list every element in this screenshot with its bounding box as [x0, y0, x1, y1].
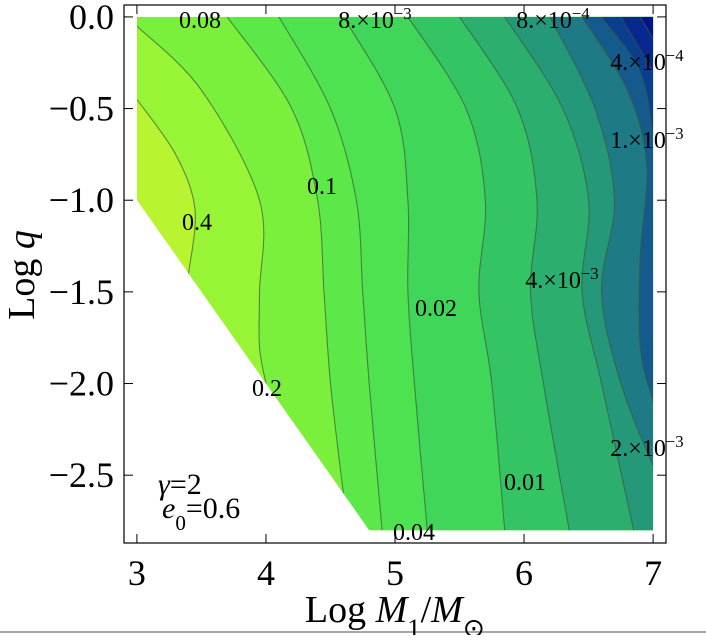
text-part: e [162, 492, 175, 525]
text-part: 0 [175, 511, 186, 535]
text-part: M [430, 589, 465, 631]
x-tick-label: 4 [257, 553, 275, 593]
y-tick-label: 0.0 [69, 0, 114, 37]
contour-label: 0.2 [252, 376, 282, 402]
contour-label: 0.01 [504, 470, 546, 496]
text-part: 1.×10 [610, 128, 666, 154]
contour-line [278, 16, 383, 531]
contour-label: 0.4 [182, 210, 212, 236]
text-part: −4 [572, 4, 590, 23]
text-part: 0.4 [182, 210, 212, 236]
annotation: γ=2 [158, 468, 202, 501]
contour-label: 2.×10−3 [610, 432, 683, 463]
text-part: 0.04 [393, 520, 435, 546]
contour-label: 4.×10−3 [525, 264, 598, 295]
contour-line [459, 16, 570, 531]
contour-label: 0.02 [415, 296, 457, 322]
contour-line [136, 25, 267, 384]
contour-label: 1.×10−3 [610, 124, 683, 155]
contour-line [620, 16, 654, 73]
contour-label: 8.×10−4 [516, 4, 590, 35]
x-tick-label: 3 [128, 553, 146, 593]
text-part: 0.01 [504, 470, 546, 496]
y-tick-label: −2.5 [49, 455, 114, 495]
contour-label: 0.04 [393, 520, 435, 546]
text-part: −3 [581, 264, 599, 283]
contour-line [581, 16, 654, 403]
x-tick-label: 6 [515, 553, 533, 593]
text-part: q [1, 230, 43, 249]
contour-label: 4.×10−4 [610, 46, 684, 77]
text-part: −3 [666, 124, 684, 143]
y-tick-label: −2.0 [49, 364, 114, 404]
text-part: −3 [394, 4, 412, 23]
contour-line [639, 16, 654, 40]
text-part: 4.×10 [525, 268, 581, 294]
text-part: Log [1, 249, 43, 320]
text-part: 0.1 [307, 174, 337, 200]
text-part: / [421, 589, 432, 631]
y-tick-label: −1.5 [49, 272, 114, 312]
contour-band [549, 16, 654, 466]
contour-line [504, 16, 635, 531]
text-part: 2.×10 [610, 436, 666, 462]
text-part: 4.×10 [610, 50, 666, 76]
contour-label: 0.1 [307, 174, 337, 200]
contour-line [226, 16, 344, 494]
text-part: 1 [407, 613, 420, 635]
text-part: =0.6 [186, 492, 240, 525]
y-tick-label: −1.0 [49, 180, 114, 220]
contour-label: 0.08 [179, 8, 221, 34]
contour-lines [136, 16, 654, 531]
text-part: =2 [170, 468, 202, 501]
x-tick-label: 5 [386, 553, 404, 593]
contour-label: 8.×10−3 [338, 4, 411, 35]
text-part: 0.02 [415, 296, 457, 322]
contour-line [136, 99, 196, 274]
text-part: γ [158, 468, 171, 501]
contour-line [601, 16, 654, 137]
text-part: 0.2 [252, 376, 282, 402]
y-axis-label: Log q [1, 230, 43, 320]
text-part: −4 [666, 46, 684, 65]
text-part: 8.×10 [516, 8, 572, 34]
text-part: 8.×10 [338, 8, 394, 34]
x-tick-label: 7 [644, 553, 662, 593]
y-tick-label: −0.5 [49, 89, 114, 129]
annotation: e0=0.6 [162, 492, 240, 535]
text-part: M [375, 589, 410, 631]
x-axis-label: Log M1/M⊙ [305, 589, 485, 635]
contour-line [342, 16, 428, 531]
text-part: Log [305, 589, 376, 631]
contour-line [407, 16, 506, 531]
contour-line [549, 16, 654, 467]
text-part: 0.08 [179, 8, 221, 34]
text-part: −3 [666, 432, 684, 451]
text-part: ⊙ [463, 613, 485, 635]
